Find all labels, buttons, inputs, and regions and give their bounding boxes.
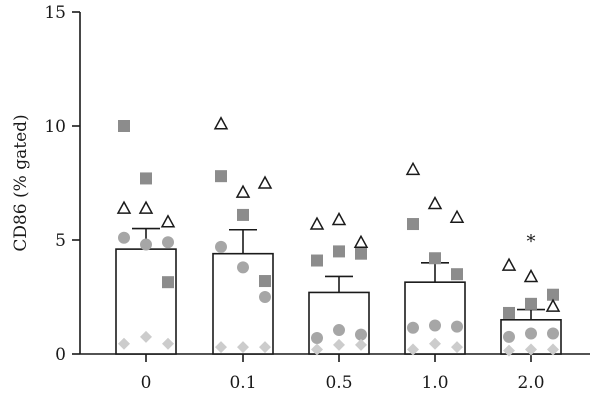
triangle-point	[116, 200, 132, 214]
square-point	[118, 120, 130, 132]
diamond-point	[259, 341, 271, 354]
circle-point	[118, 231, 130, 244]
triangle-point	[213, 116, 229, 130]
circle-point	[311, 332, 323, 345]
x-tick-label: 0	[141, 373, 152, 393]
circle-point	[333, 324, 345, 337]
diamond-point	[162, 337, 174, 350]
y-tick-label: 15	[44, 3, 66, 23]
square-point	[259, 275, 271, 288]
triangle-point	[235, 184, 251, 198]
triangle-point	[449, 209, 465, 223]
data-points	[116, 116, 561, 357]
circle-point	[140, 238, 152, 251]
triangle-point	[501, 257, 517, 271]
y-tick-label: 5	[55, 231, 66, 251]
square-point	[355, 247, 367, 260]
diamond-point	[215, 341, 227, 354]
diamond-point	[407, 343, 419, 356]
circle-point	[215, 240, 227, 253]
diamond-point	[547, 343, 559, 356]
triangle-point	[257, 175, 273, 189]
significance-marker: *	[527, 232, 536, 253]
diamond-point	[333, 338, 345, 351]
triangle-point	[427, 195, 443, 210]
triangle-point	[309, 216, 325, 230]
square-point	[311, 254, 323, 267]
circle-point	[259, 291, 271, 303]
triangle-point	[160, 214, 176, 228]
square-point	[451, 268, 463, 281]
square-point	[140, 172, 152, 185]
x-tick-label: 0.5	[325, 373, 352, 393]
triangle-point	[523, 268, 539, 283]
diamond-point	[525, 343, 537, 356]
triangle-point	[353, 234, 369, 249]
square-point	[429, 252, 441, 265]
x-axis: 0 0.1 0.5 1.0 2.0	[80, 353, 590, 393]
diamond-point	[311, 343, 323, 356]
circle-point	[503, 330, 515, 343]
square-point	[237, 208, 249, 221]
circle-point	[237, 261, 249, 274]
diamond-point	[118, 337, 130, 350]
y-axis: 0 5 10 15	[44, 3, 81, 365]
circle-point	[429, 319, 441, 332]
diamond-point	[451, 341, 463, 354]
triangle-point	[331, 211, 347, 226]
diamond-point	[237, 341, 249, 354]
annotations: *	[527, 232, 536, 253]
diamond-point	[503, 344, 515, 357]
triangle-point	[138, 200, 154, 214]
circle-point	[547, 327, 559, 340]
circle-point	[355, 328, 367, 341]
y-tick-label: 10	[44, 117, 66, 137]
circle-point	[525, 327, 537, 340]
x-tick-label: 0.1	[229, 373, 256, 393]
circle-point	[451, 320, 463, 333]
circle-point	[162, 236, 174, 249]
triangle-point	[405, 161, 421, 176]
triangle-point	[545, 298, 561, 312]
bars	[115, 248, 562, 355]
square-point	[547, 288, 559, 301]
diamond-point	[355, 338, 367, 351]
y-axis-title: CD86 (% gated)	[11, 114, 31, 251]
square-point	[525, 297, 537, 310]
y-tick-label: 0	[55, 345, 66, 365]
diamond-point	[429, 337, 441, 350]
square-point	[215, 170, 227, 183]
square-point	[162, 276, 174, 289]
diamond-point	[140, 330, 152, 343]
square-point	[407, 218, 419, 231]
circle-point	[407, 321, 419, 334]
x-tick-label: 1.0	[421, 373, 448, 393]
square-point	[333, 245, 345, 258]
x-tick-label: 2.0	[517, 373, 544, 393]
square-point	[503, 306, 515, 319]
